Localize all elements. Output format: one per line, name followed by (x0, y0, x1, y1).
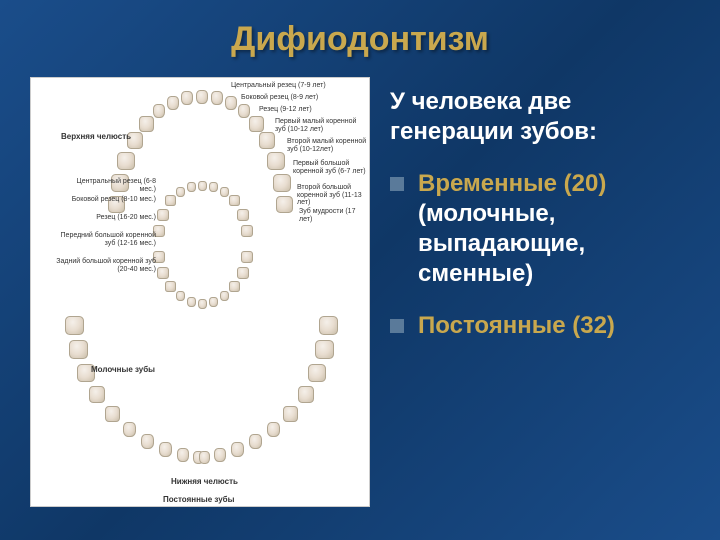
label-perm-3: Первый малый коренной зуб (10-12 лет) (275, 118, 365, 133)
bullet-0-lead: Временные (20) (418, 169, 690, 199)
label-milk-3: Передний большой коренной зуб (12-16 мес… (53, 232, 156, 247)
lower-jaw-label: Нижняя челюсть (171, 478, 238, 487)
label-perm-4: Второй малый коренной зуб (10-12лет) (287, 138, 367, 153)
permanent-label: Постоянные зубы (163, 496, 234, 505)
label-milk-0: Центральный резец (6-8 мес.) (61, 178, 156, 193)
label-perm-1: Боковой резец (8-9 лет) (241, 94, 318, 102)
intro-text: У человека две генерации зубов: (390, 87, 690, 147)
bullet-0: Временные (20) (молочные, выпадающие, см… (390, 169, 690, 289)
bullet-0-sub: (молочные, выпадающие, сменные) (418, 199, 690, 289)
bullet-1: Постоянные (32) (390, 311, 690, 341)
text-block: У человека две генерации зубов: Временны… (390, 77, 690, 520)
label-milk-1: Боковой резец (8-10 мес.) (61, 196, 156, 204)
content-row: Верхняя челюсть Центральный резец (7-9 л… (30, 77, 690, 520)
bullet-square-icon (390, 319, 404, 333)
label-perm-0: Центральный резец (7-9 лет) (231, 82, 326, 90)
bullet-square-icon (390, 177, 404, 191)
upper-jaw-label: Верхняя челюсть (61, 133, 131, 142)
label-milk-2: Резец (16-20 мес.) (61, 214, 156, 222)
slide-title: Дифиодонтизм (30, 20, 690, 59)
teeth-diagram: Верхняя челюсть Центральный резец (7-9 л… (30, 77, 370, 507)
bullet-1-lead: Постоянные (32) (418, 311, 615, 341)
milk-teeth-label: Молочные зубы (91, 366, 155, 375)
label-perm-2: Резец (9-12 лет) (259, 106, 312, 114)
label-milk-4: Задний большой коренной зуб (20-40 мес.) (53, 258, 156, 273)
